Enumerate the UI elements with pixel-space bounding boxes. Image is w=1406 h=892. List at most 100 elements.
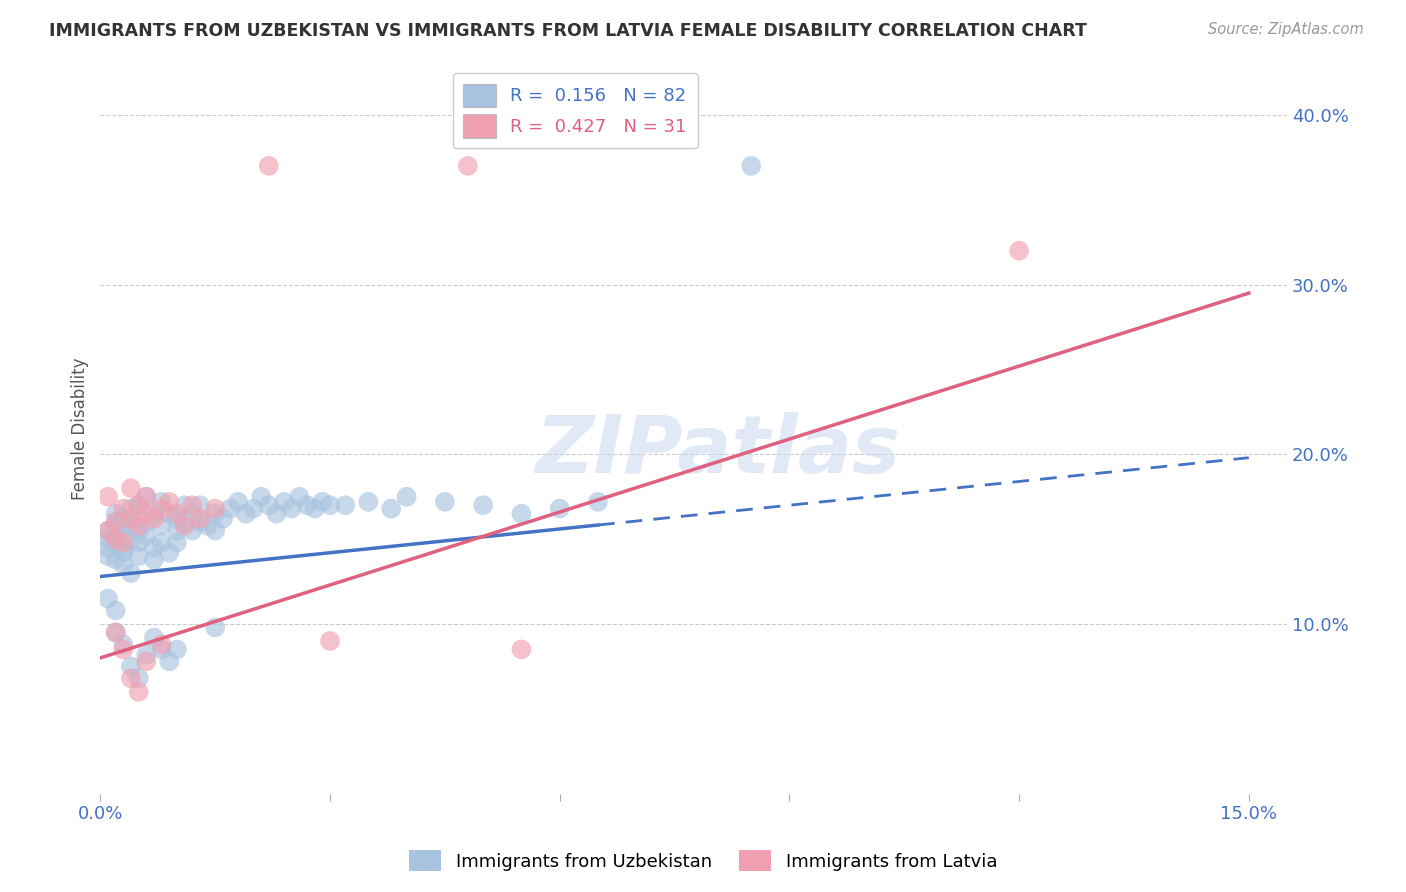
- Point: [104, 532, 127, 546]
- Point: [120, 671, 142, 685]
- Point: [112, 546, 135, 560]
- Point: [135, 529, 157, 543]
- Point: [128, 498, 150, 512]
- Point: [212, 512, 235, 526]
- Point: [157, 546, 180, 560]
- Point: [150, 495, 173, 509]
- Point: [395, 490, 418, 504]
- Point: [166, 507, 188, 521]
- Point: [166, 512, 188, 526]
- Point: [128, 535, 150, 549]
- Point: [1008, 244, 1031, 258]
- Point: [128, 685, 150, 699]
- Point: [173, 498, 195, 512]
- Point: [97, 541, 120, 555]
- Point: [295, 498, 318, 512]
- Point: [142, 512, 165, 526]
- Legend: R =  0.156   N = 82, R =  0.427   N = 31: R = 0.156 N = 82, R = 0.427 N = 31: [453, 73, 697, 148]
- Point: [257, 498, 280, 512]
- Point: [181, 507, 204, 521]
- Point: [97, 524, 120, 538]
- Point: [104, 552, 127, 566]
- Point: [135, 654, 157, 668]
- Point: [120, 532, 142, 546]
- Point: [120, 659, 142, 673]
- Point: [242, 501, 264, 516]
- Point: [135, 490, 157, 504]
- Text: IMMIGRANTS FROM UZBEKISTAN VS IMMIGRANTS FROM LATVIA FEMALE DISABILITY CORRELATI: IMMIGRANTS FROM UZBEKISTAN VS IMMIGRANTS…: [49, 22, 1087, 40]
- Text: Source: ZipAtlas.com: Source: ZipAtlas.com: [1208, 22, 1364, 37]
- Point: [142, 552, 165, 566]
- Point: [740, 159, 762, 173]
- Point: [104, 515, 127, 529]
- Point: [104, 515, 127, 529]
- Point: [380, 501, 402, 516]
- Point: [235, 507, 257, 521]
- Point: [188, 498, 211, 512]
- Point: [166, 642, 188, 657]
- Point: [97, 490, 120, 504]
- Point: [120, 512, 142, 526]
- Point: [157, 654, 180, 668]
- Point: [281, 501, 304, 516]
- Point: [548, 501, 571, 516]
- Point: [173, 515, 195, 529]
- Point: [188, 515, 211, 529]
- Point: [120, 501, 142, 516]
- Point: [112, 558, 135, 572]
- Point: [104, 625, 127, 640]
- Point: [586, 495, 609, 509]
- Point: [97, 532, 120, 546]
- Point: [226, 495, 249, 509]
- Point: [319, 634, 342, 648]
- Point: [104, 625, 127, 640]
- Point: [204, 524, 226, 538]
- Point: [112, 541, 135, 555]
- Point: [112, 637, 135, 651]
- Point: [510, 507, 533, 521]
- Point: [135, 648, 157, 662]
- Point: [128, 524, 150, 538]
- Point: [204, 507, 226, 521]
- Point: [197, 518, 219, 533]
- Point: [257, 159, 280, 173]
- Point: [128, 498, 150, 512]
- Point: [250, 490, 273, 504]
- Point: [433, 495, 456, 509]
- Point: [357, 495, 380, 509]
- Point: [150, 501, 173, 516]
- Point: [135, 515, 157, 529]
- Point: [166, 524, 188, 538]
- Point: [204, 620, 226, 634]
- Point: [120, 481, 142, 495]
- Point: [104, 529, 127, 543]
- Y-axis label: Female Disability: Female Disability: [72, 358, 89, 500]
- Point: [97, 524, 120, 538]
- Point: [112, 535, 135, 549]
- Point: [311, 495, 333, 509]
- Point: [97, 549, 120, 563]
- Point: [266, 507, 288, 521]
- Text: ZIPatlas: ZIPatlas: [534, 412, 900, 490]
- Point: [150, 642, 173, 657]
- Point: [173, 518, 195, 533]
- Point: [112, 642, 135, 657]
- Point: [104, 603, 127, 617]
- Point: [472, 498, 495, 512]
- Point: [288, 490, 311, 504]
- Point: [510, 642, 533, 657]
- Point: [142, 631, 165, 645]
- Point: [304, 501, 326, 516]
- Point: [157, 495, 180, 509]
- Point: [181, 524, 204, 538]
- Point: [181, 498, 204, 512]
- Point: [150, 535, 173, 549]
- Point: [166, 535, 188, 549]
- Legend: Immigrants from Uzbekistan, Immigrants from Latvia: Immigrants from Uzbekistan, Immigrants f…: [402, 843, 1004, 879]
- Point: [104, 535, 127, 549]
- Point: [120, 566, 142, 580]
- Point: [457, 159, 479, 173]
- Point: [204, 501, 226, 516]
- Point: [150, 518, 173, 533]
- Point: [135, 507, 157, 521]
